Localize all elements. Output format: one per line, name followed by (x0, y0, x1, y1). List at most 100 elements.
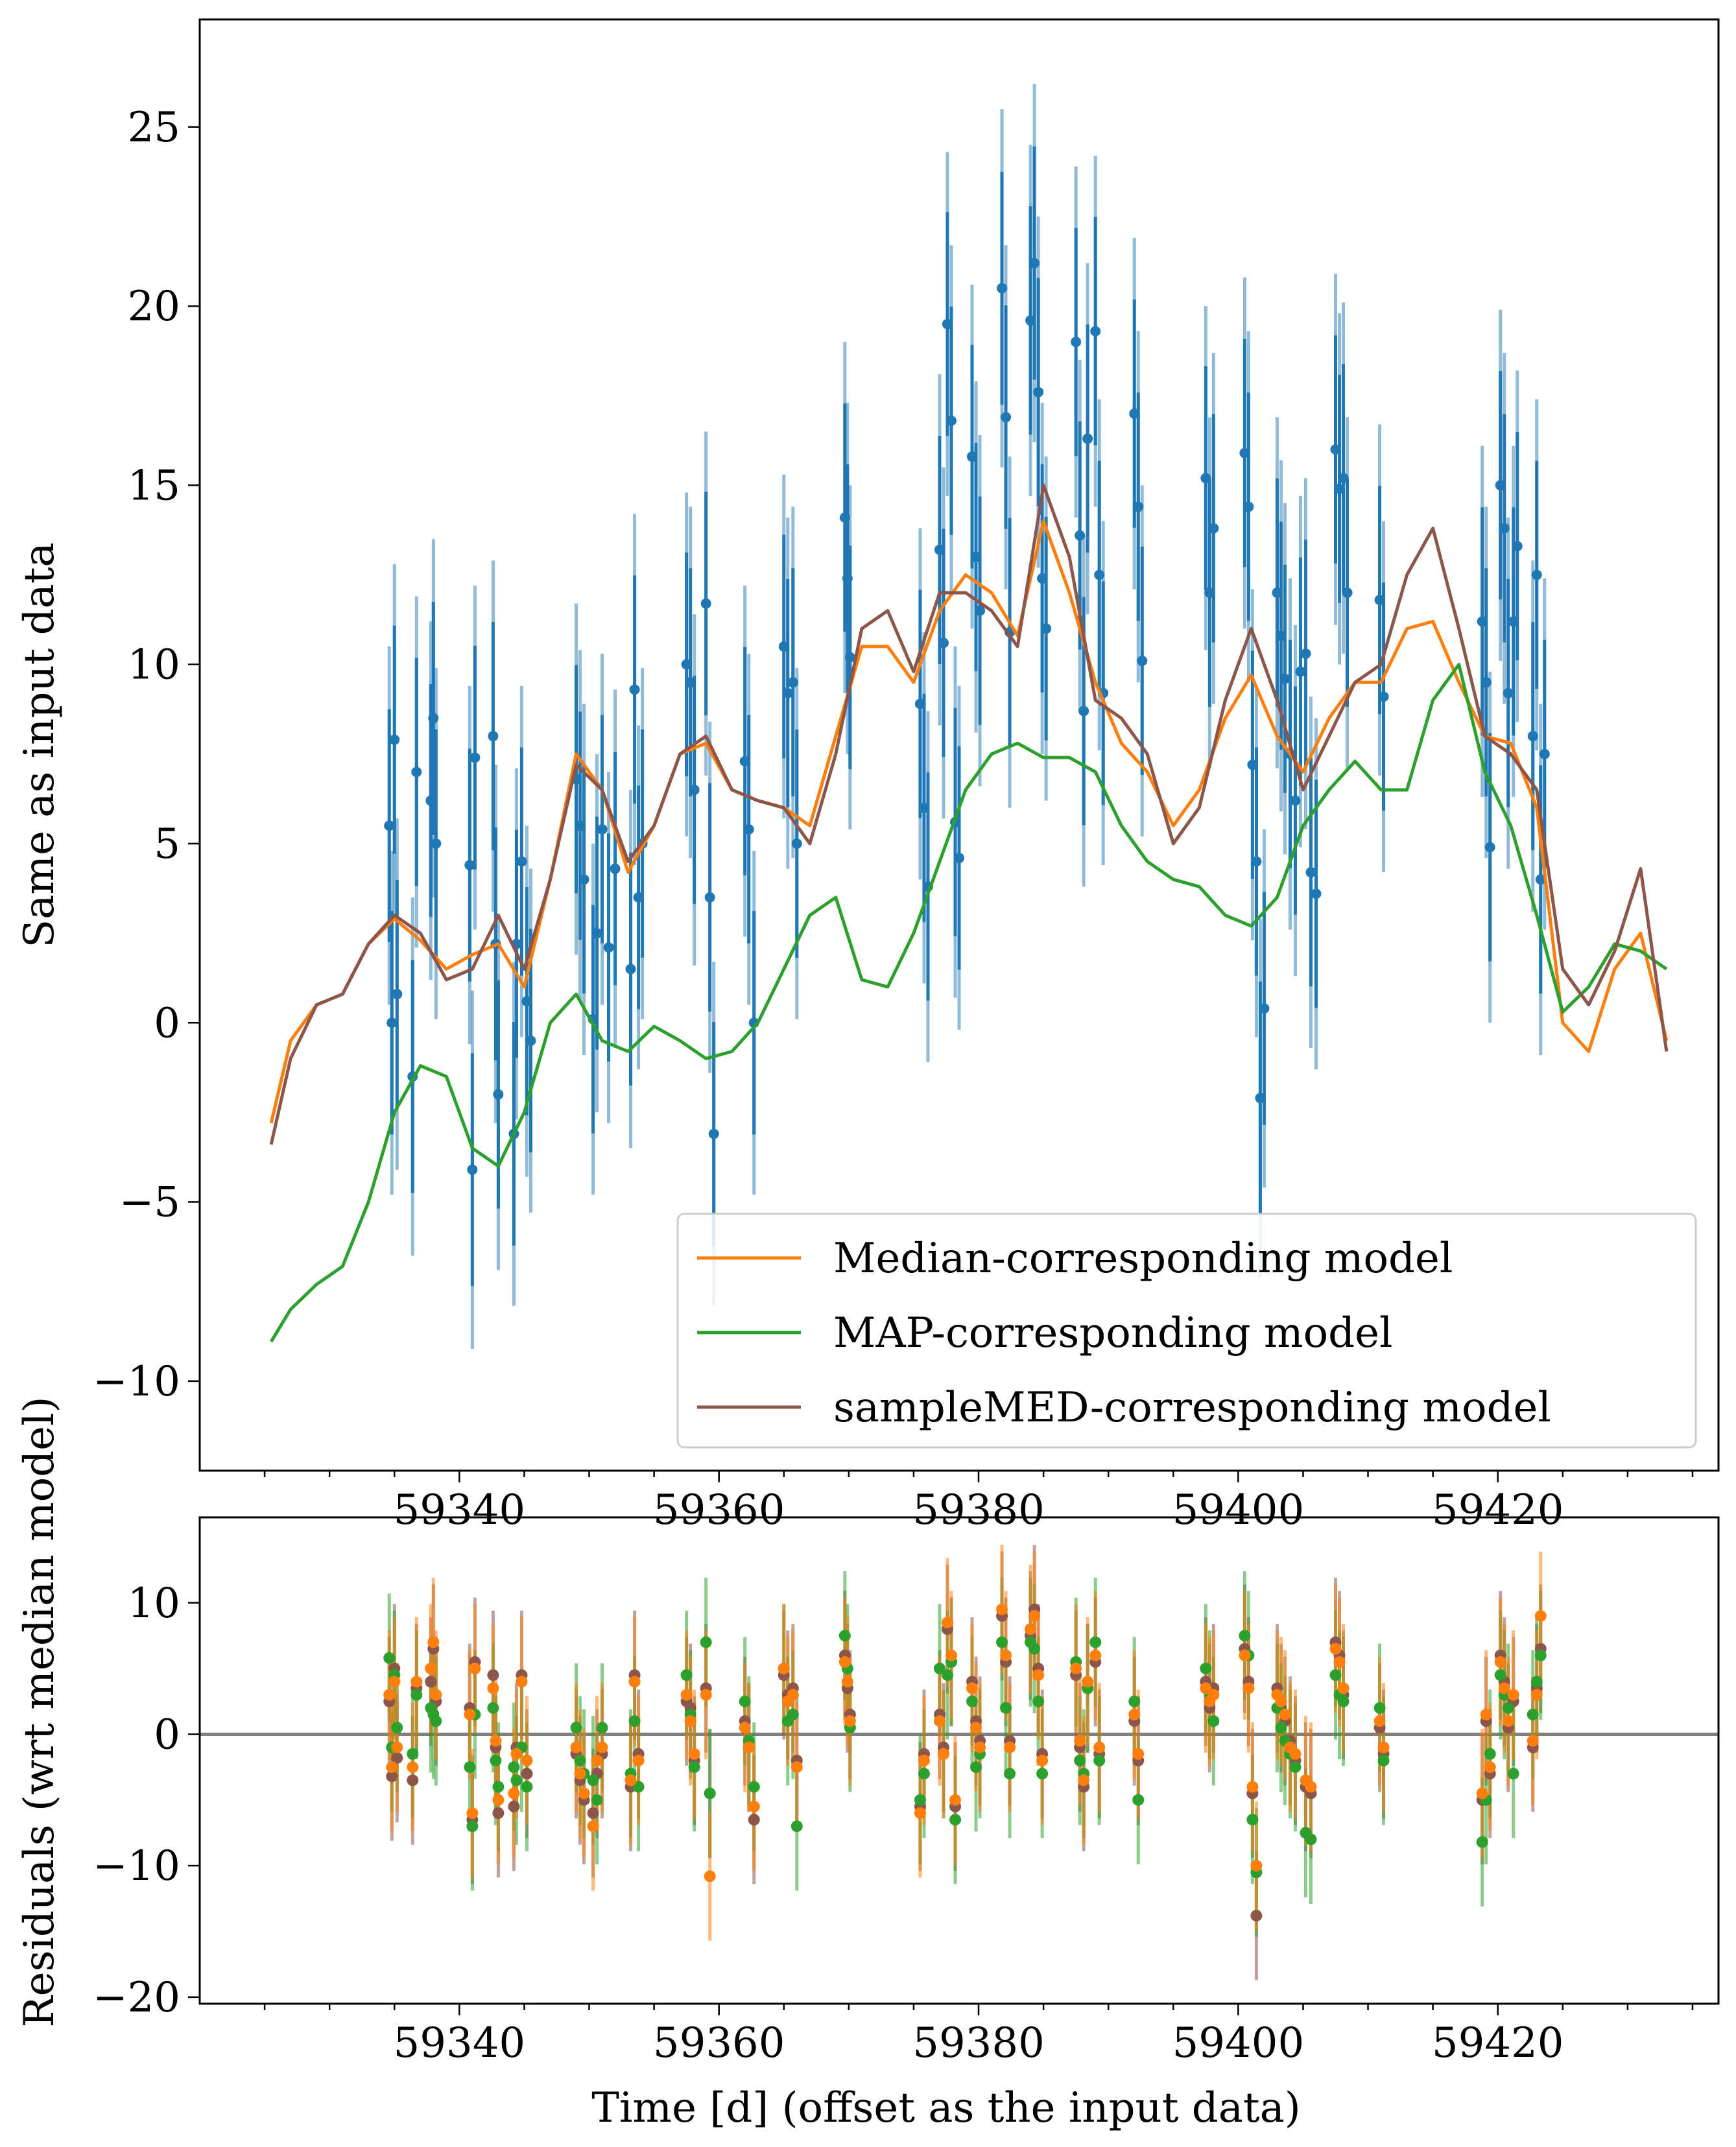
residual-point (492, 1781, 505, 1793)
residual-point (1377, 1741, 1390, 1753)
data-point (1539, 748, 1550, 759)
residual-point (464, 1709, 476, 1721)
residual-point (1036, 1755, 1049, 1766)
residual-point (587, 1774, 599, 1786)
residual-point (1494, 1669, 1506, 1681)
data-point (1243, 501, 1254, 512)
residual-point (1289, 1748, 1302, 1760)
model-line-map-corresponding-model (269, 663, 1668, 1343)
residual-point (1243, 1682, 1255, 1694)
data-point (743, 824, 754, 835)
residual-point (591, 1794, 603, 1806)
residual-point (383, 1689, 396, 1701)
residual-point (791, 1761, 803, 1773)
residual-point (521, 1768, 533, 1780)
residual-point (844, 1715, 856, 1727)
residual-point (1289, 1761, 1302, 1773)
residual-point (791, 1820, 803, 1833)
residual-point (1070, 1663, 1082, 1675)
residual-point (464, 1761, 476, 1773)
residual-point (914, 1807, 926, 1820)
residual-point (1480, 1709, 1492, 1721)
residual-point (430, 1689, 442, 1701)
residual-point (1476, 1836, 1488, 1848)
data-point (1251, 856, 1262, 867)
residuals-y-tick-label: 10 (128, 1580, 180, 1628)
residual-point (490, 1735, 502, 1747)
residual-point (624, 1774, 637, 1786)
main-x-tick-label: 59400 (1172, 1486, 1305, 1534)
residual-point (739, 1695, 751, 1707)
residual-point (1329, 1669, 1342, 1681)
residual-point (1093, 1755, 1106, 1766)
residual-point (700, 1689, 712, 1701)
data-point (1295, 666, 1306, 677)
data-point (1531, 569, 1542, 580)
residuals-x-tick-label: 59400 (1172, 2019, 1305, 2067)
residual-point (521, 1755, 533, 1766)
data-point (1300, 648, 1311, 659)
residual-point (1004, 1741, 1016, 1753)
residuals-plot-area (200, 1545, 1718, 1980)
residual-point (596, 1722, 608, 1734)
residual-point (430, 1715, 442, 1727)
residual-point (974, 1741, 986, 1753)
legend-box (676, 1213, 1697, 1449)
residual-point (739, 1722, 751, 1734)
legend-entry: sampleMED-corresponding model (833, 1384, 1551, 1432)
residual-point (914, 1794, 926, 1806)
data-point (1001, 412, 1012, 423)
residual-point (587, 1807, 599, 1820)
residual-point (1275, 1695, 1287, 1707)
residual-point (688, 1748, 700, 1760)
residual-point (1530, 1689, 1543, 1701)
residual-point (1484, 1748, 1496, 1760)
data-point (1078, 706, 1089, 717)
residuals-y-axis-label: Residuals (wrt median model) (16, 1397, 64, 2028)
data-point (1503, 687, 1514, 698)
main-x-tick-label: 59360 (653, 1486, 785, 1534)
residual-point (918, 1755, 930, 1766)
residual-point (1337, 1682, 1350, 1694)
residual-point (680, 1669, 693, 1681)
model-line-median-corresponding-model (269, 519, 1669, 1124)
residuals-x-tick-label: 59380 (912, 2019, 1045, 2067)
data-point (1033, 386, 1044, 397)
main-x-tick-label: 59340 (394, 1486, 526, 1534)
residual-point (704, 1870, 716, 1882)
data-point (603, 942, 614, 953)
residual-point (966, 1695, 979, 1707)
residual-point (578, 1787, 590, 1799)
data-point (392, 989, 403, 1000)
residual-point (386, 1770, 398, 1783)
data-point (975, 605, 986, 616)
residual-point (425, 1676, 437, 1688)
data-point (1279, 673, 1290, 684)
residual-point (1333, 1655, 1346, 1668)
residual-point (996, 1636, 1008, 1648)
residual-point (1089, 1636, 1102, 1648)
main-y-tick-label: −10 (93, 1358, 180, 1406)
residual-point (841, 1676, 853, 1688)
residual-point (508, 1761, 520, 1773)
data-point (791, 838, 802, 849)
residual-point (949, 1814, 961, 1826)
data-point (1041, 623, 1052, 634)
data-point (384, 820, 395, 831)
residual-point (1000, 1649, 1012, 1661)
residual-point (1207, 1715, 1220, 1727)
residual-point (1032, 1669, 1045, 1681)
residuals-y-tick-label: −10 (93, 1842, 180, 1890)
residual-point (1507, 1689, 1519, 1701)
residual-point (704, 1787, 716, 1799)
data-point (1311, 888, 1322, 899)
residual-point (1250, 1910, 1263, 1922)
residual-point (949, 1794, 961, 1806)
main-y-tick-label: 5 (154, 820, 180, 868)
residual-point (1239, 1649, 1251, 1661)
residual-point (966, 1682, 979, 1694)
residual-point (933, 1715, 945, 1727)
residual-point (1527, 1709, 1539, 1721)
residual-point (748, 1814, 760, 1826)
data-point (782, 687, 793, 698)
